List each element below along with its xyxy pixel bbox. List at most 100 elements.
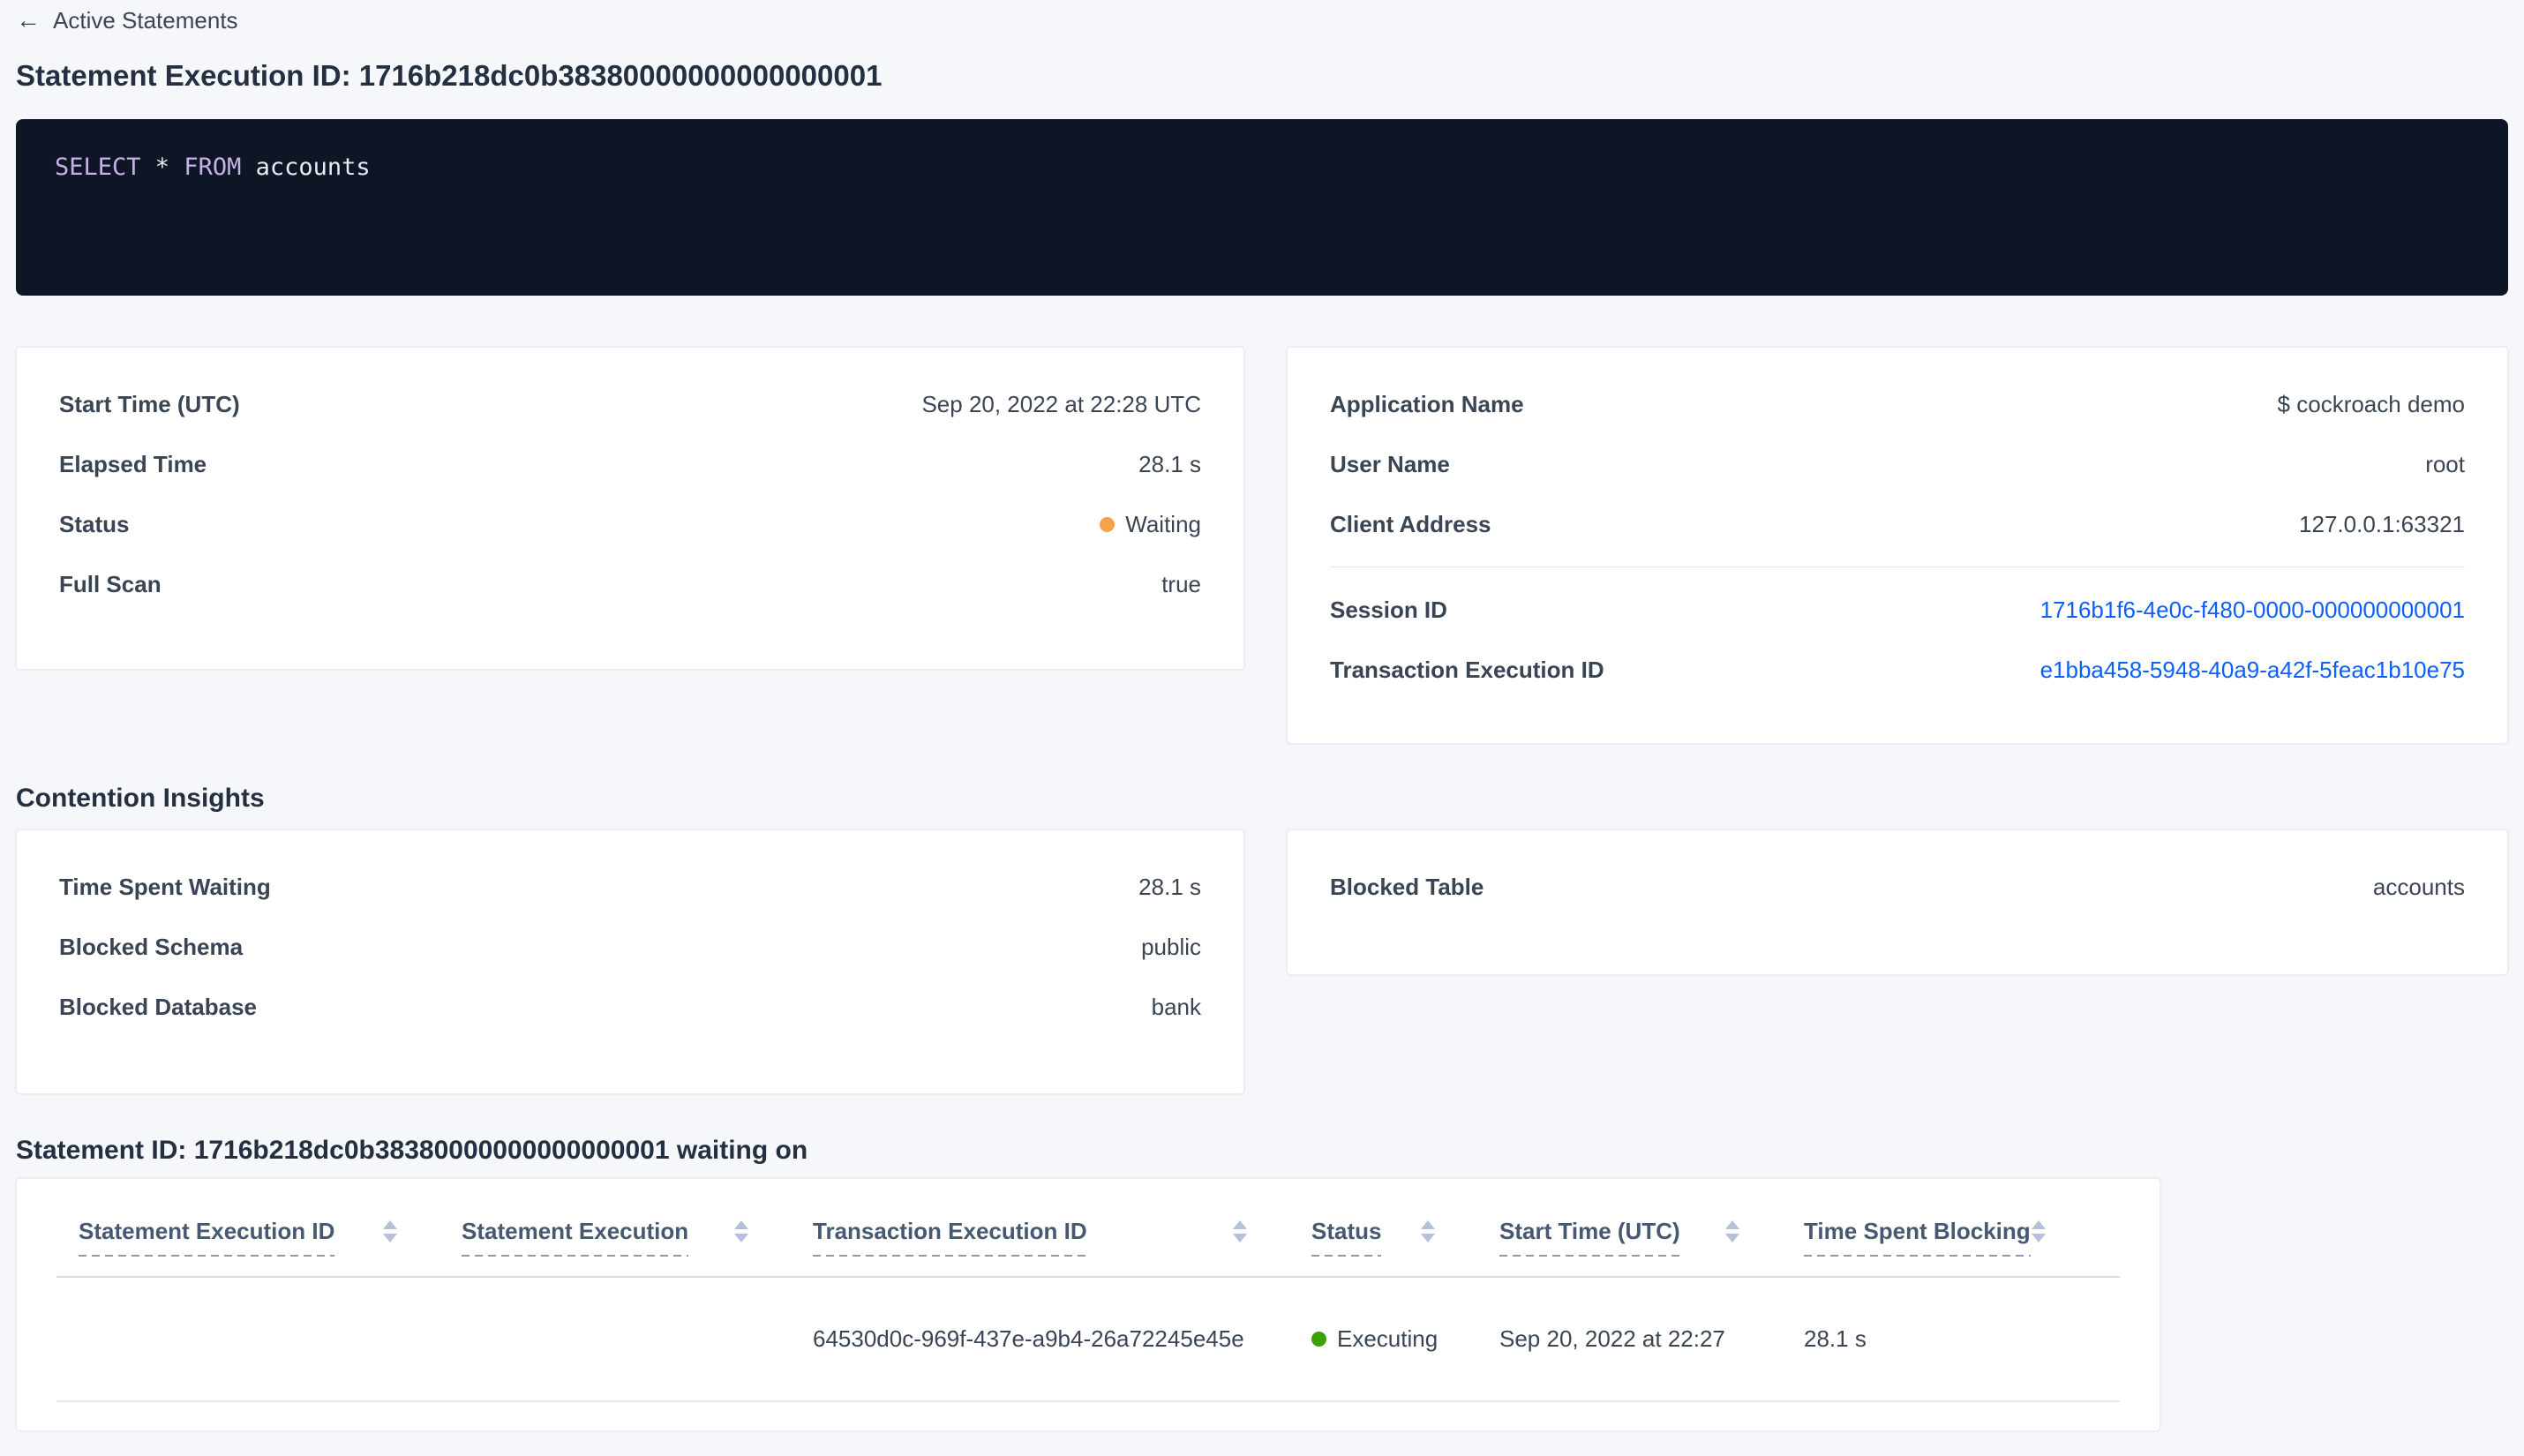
sort-asc-icon — [1233, 1220, 1247, 1229]
column-header-statement-execution: Statement Execution — [439, 1218, 791, 1276]
user-name-label: User Name — [1330, 450, 1450, 477]
execution-details-card: Start Time (UTC) Sep 20, 2022 at 22:28 U… — [16, 347, 1244, 670]
breadcrumb: ← Active Statements — [16, 7, 2508, 34]
elapsed-time-row: Elapsed Time 28.1 s — [59, 434, 1201, 494]
sort-arrows-icon[interactable] — [1421, 1220, 1435, 1242]
sort-asc-icon — [734, 1220, 748, 1229]
sort-desc-icon — [1421, 1234, 1435, 1242]
sort-desc-icon — [383, 1234, 397, 1242]
start-time-label: Start Time (UTC) — [59, 390, 240, 417]
sort-desc-icon — [2032, 1234, 2046, 1242]
start-time-row: Start Time (UTC) Sep 20, 2022 at 22:28 U… — [59, 374, 1201, 434]
sort-arrows-icon[interactable] — [1233, 1220, 1247, 1242]
waiting-on-heading: Statement ID: 1716b218dc0b38380000000000… — [16, 1136, 808, 1165]
sort-desc-icon — [1725, 1234, 1739, 1242]
full-scan-label: Full Scan — [59, 570, 162, 597]
blocked-table-label: Blocked Table — [1330, 873, 1484, 900]
contention-details-card: Time Spent Waiting 28.1 s Blocked Schema… — [16, 829, 1244, 1094]
table-row: 64530d0c-969f-437e-a9b4-26a72245e45e Exe… — [56, 1278, 2120, 1402]
user-name-row: User Name root — [1330, 434, 2465, 494]
elapsed-time-label: Elapsed Time — [59, 450, 207, 477]
blocked-schema-value: public — [1141, 933, 1201, 960]
cell-start-time: Sep 20, 2022 at 22:27 — [1499, 1325, 1725, 1352]
sort-desc-icon — [1233, 1234, 1247, 1242]
sql-table-name: accounts — [241, 154, 371, 181]
blocked-schema-row: Blocked Schema public — [59, 917, 1201, 977]
sql-statement-box: SELECT * FROM accounts — [16, 119, 2508, 296]
blocked-database-label: Blocked Database — [59, 993, 257, 1020]
page-title: Statement Execution ID: 1716b218dc0b3838… — [16, 59, 883, 92]
sql-star: * — [140, 154, 184, 181]
cell-status: Executing — [1289, 1325, 1477, 1353]
transaction-execution-id-link[interactable]: e1bba458-5948-40a9-a42f-5feac1b10e75 — [2039, 656, 2465, 683]
start-time-value: Sep 20, 2022 at 22:28 UTC — [921, 390, 1201, 417]
back-link-active-statements[interactable]: Active Statements — [53, 6, 238, 34]
sql-keyword-select: SELECT — [55, 154, 141, 181]
waiting-statements-table-card: Statement Execution ID Statement Executi… — [16, 1178, 2160, 1431]
blocked-schema-label: Blocked Schema — [59, 933, 244, 960]
status-value-text: Waiting — [1125, 510, 1201, 537]
status-value-text: Executing — [1337, 1325, 1439, 1352]
column-header-transaction-execution-id: Transaction Execution ID — [791, 1218, 1289, 1276]
application-name-value: $ cockroach demo — [2277, 390, 2465, 417]
sql-keyword-from: FROM — [184, 154, 242, 181]
contention-insights-heading: Contention Insights — [16, 784, 265, 813]
status-badge: Waiting — [1100, 511, 1201, 538]
blocked-database-row: Blocked Database bank — [59, 977, 1201, 1037]
waiting-statements-table: Statement Execution ID Statement Executi… — [56, 1179, 2120, 1402]
session-id-link[interactable]: 1716b1f6-4e0c-f480-0000-000000000001 — [2039, 596, 2465, 623]
time-spent-waiting-label: Time Spent Waiting — [59, 873, 271, 900]
status-header-label[interactable]: Status — [1311, 1218, 1382, 1257]
transaction-execution-id-label: Transaction Execution ID — [1330, 656, 1604, 683]
client-address-row: Client Address 127.0.0.1:63321 — [1330, 494, 2465, 554]
blocked-table-row: Blocked Table accounts — [1330, 857, 2465, 917]
column-header-start-time: Start Time (UTC) — [1477, 1218, 1782, 1276]
sort-desc-icon — [734, 1234, 748, 1242]
status-badge: Executing — [1311, 1325, 1438, 1353]
transaction-execution-id-header-label[interactable]: Transaction Execution ID — [813, 1218, 1087, 1257]
sort-asc-icon — [1421, 1220, 1435, 1229]
session-details-card: Application Name $ cockroach demo User N… — [1287, 347, 2508, 744]
cell-transaction-execution-id: 64530d0c-969f-437e-a9b4-26a72245e45e — [813, 1325, 1244, 1352]
cell-time-spent-blocking: 28.1 s — [1804, 1325, 1867, 1352]
status-dot-executing-icon — [1311, 1332, 1326, 1347]
full-scan-value: true — [1161, 570, 1201, 597]
column-header-statement-execution-id: Statement Execution ID — [56, 1218, 439, 1276]
status-row: Status Waiting — [59, 494, 1201, 554]
start-time-header-label[interactable]: Start Time (UTC) — [1499, 1218, 1680, 1257]
session-id-row: Session ID 1716b1f6-4e0c-f480-0000-00000… — [1330, 580, 2465, 640]
client-address-label: Client Address — [1330, 510, 1491, 537]
statement-execution-id-header-label[interactable]: Statement Execution ID — [79, 1218, 335, 1257]
status-dot-waiting-icon — [1100, 516, 1116, 532]
client-address-value: 127.0.0.1:63321 — [2299, 510, 2465, 537]
elapsed-time-value: 28.1 s — [1138, 450, 1201, 477]
time-spent-blocking-header-label[interactable]: Time Spent Blocking — [1804, 1218, 2031, 1257]
application-name-label: Application Name — [1330, 390, 1524, 417]
column-header-status: Status — [1289, 1218, 1477, 1276]
contention-cards-row: Time Spent Waiting 28.1 s Blocked Schema… — [16, 829, 2508, 1094]
blocked-table-card: Blocked Table accounts — [1287, 829, 2508, 975]
user-name-value: root — [2425, 450, 2465, 477]
sort-arrows-icon[interactable] — [383, 1220, 397, 1242]
status-label: Status — [59, 510, 130, 537]
session-id-label: Session ID — [1330, 596, 1447, 623]
column-header-time-spent-blocking: Time Spent Blocking — [1782, 1218, 2088, 1276]
summary-cards-row: Start Time (UTC) Sep 20, 2022 at 22:28 U… — [16, 347, 2508, 744]
sort-asc-icon — [1725, 1220, 1739, 1229]
sort-arrows-icon[interactable] — [1725, 1220, 1739, 1242]
full-scan-row: Full Scan true — [59, 554, 1201, 614]
sort-arrows-icon[interactable] — [734, 1220, 748, 1242]
application-name-row: Application Name $ cockroach demo — [1330, 374, 2465, 434]
time-spent-waiting-row: Time Spent Waiting 28.1 s — [59, 857, 1201, 917]
arrow-left-icon[interactable]: ← — [16, 6, 41, 34]
time-spent-waiting-value: 28.1 s — [1138, 873, 1201, 900]
sort-arrows-icon[interactable] — [2032, 1220, 2046, 1242]
table-header-row: Statement Execution ID Statement Executi… — [56, 1179, 2120, 1278]
sort-asc-icon — [2032, 1220, 2046, 1229]
statement-execution-header-label[interactable]: Statement Execution — [462, 1218, 689, 1257]
transaction-execution-id-row: Transaction Execution ID e1bba458-5948-4… — [1330, 640, 2465, 700]
blocked-table-value: accounts — [2372, 873, 2465, 900]
blocked-database-value: bank — [1151, 993, 1201, 1020]
sort-asc-icon — [383, 1220, 397, 1229]
